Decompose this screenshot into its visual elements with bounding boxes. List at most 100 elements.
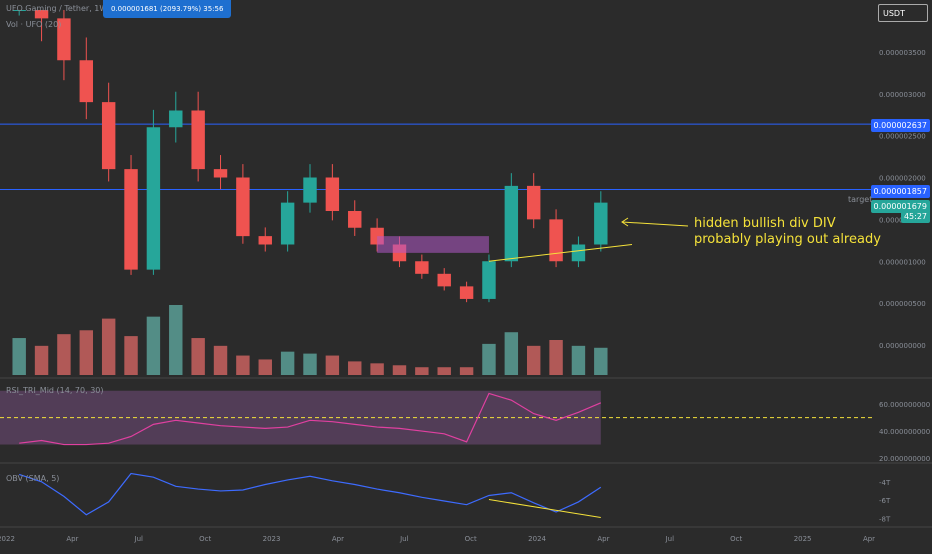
candle-body: [79, 60, 94, 103]
volume-bar: [213, 345, 228, 375]
symbol-title: UFO Gaming / Tether, 1W, KUCOIN: [6, 4, 144, 13]
volume-bar: [236, 355, 250, 375]
volume-bar: [370, 363, 384, 375]
x-axis-label: 2023: [263, 535, 281, 543]
volume-bar: [482, 343, 496, 375]
rsi-legend: RSI_TRI_Mid (14, 70, 30): [6, 386, 104, 395]
rsi-tick-label: 60.000000000: [879, 401, 930, 409]
candle-body: [549, 219, 563, 262]
candle-body: [191, 110, 205, 170]
annotation-arrow: [621, 221, 689, 227]
volume-bar: [34, 345, 49, 375]
x-axis-label: Oct: [465, 535, 477, 543]
price-axis-area: [873, 0, 932, 550]
price-tick-label: 0.000002000: [879, 175, 926, 183]
x-axis-label: Apr: [597, 535, 609, 543]
candle-body: [258, 236, 272, 245]
obv-divergence-line: [488, 499, 601, 518]
candle-body: [101, 102, 116, 170]
obv-line: [18, 472, 602, 516]
obv-legend: OBV (SMA, 5): [6, 474, 60, 483]
annotation-line-1: hidden bullish div DIV: [694, 216, 836, 231]
x-axis-label: Jul: [399, 535, 409, 543]
price-tick-label: 0.000002500: [879, 133, 926, 141]
candle-body: [213, 169, 228, 178]
x-axis-label: Jul: [134, 535, 144, 543]
candle-body: [594, 202, 608, 245]
volume-bar: [437, 367, 451, 375]
price-tick-label: 0.000001000: [879, 258, 926, 266]
volume-bar: [303, 353, 317, 375]
volume-bar: [12, 338, 26, 375]
x-axis-label: 2024: [528, 535, 546, 543]
candle-body: [526, 185, 541, 220]
volume-bar: [392, 365, 407, 375]
countdown-tag: 45:27: [900, 210, 930, 223]
x-axis-label: Apr: [332, 535, 344, 543]
obv-tick-label: -8T: [879, 515, 891, 523]
rsi-tick-label: 20.000000000: [879, 455, 930, 463]
candle-body: [348, 211, 362, 228]
volume-bar: [124, 336, 138, 375]
candle-body: [34, 10, 49, 19]
x-axis-label: 2022: [0, 535, 15, 543]
candle-body: [124, 169, 138, 270]
candle-body: [236, 177, 250, 237]
annotation-line-2: probably playing out already: [694, 232, 881, 247]
candle-body: [280, 202, 295, 245]
candle-body: [415, 261, 429, 274]
volume-bar: [415, 367, 429, 375]
resistance-upper-tag: 0.000002637: [870, 119, 930, 132]
x-axis-label: Jul: [665, 535, 675, 543]
volume-bar: [191, 338, 205, 375]
current-price-tag: 0.000001679: [870, 200, 930, 213]
candle-body: [325, 177, 340, 211]
target-label: target: [848, 195, 873, 204]
x-axis-label: Apr: [66, 535, 78, 543]
volume-bar: [348, 361, 362, 375]
obv-tick-label: -6T: [879, 497, 891, 505]
volume-bar: [526, 345, 541, 375]
rsi-band: [0, 390, 601, 445]
annotation-arrowhead: [621, 217, 629, 227]
support-trendline: [488, 244, 633, 262]
volume-bar: [169, 305, 183, 375]
currency-button[interactable]: USDT: [878, 4, 928, 22]
volume-bar: [549, 340, 563, 375]
candle-body: [504, 185, 519, 262]
x-axis-label: Apr: [863, 535, 875, 543]
x-axis-label: 2025: [794, 535, 812, 543]
volume-bar: [57, 334, 71, 375]
volume-bar: [594, 347, 608, 375]
candle-body: [437, 273, 451, 287]
volume-bar: [258, 359, 272, 375]
volume-bar: [280, 351, 295, 375]
idea-annotation: hidden bullish div DIV probably playing …: [694, 216, 881, 248]
volume-bar: [146, 316, 161, 375]
volume-bar: [504, 332, 519, 375]
candle-body: [303, 177, 317, 203]
price-tick-label: 0.000000000: [879, 342, 926, 350]
x-axis-label: Oct: [199, 535, 211, 543]
volume-bar: [459, 367, 474, 375]
price-tick-label: 0.000003500: [879, 49, 926, 57]
candle-body: [459, 286, 474, 299]
price-tick-label: 0.000000500: [879, 300, 926, 308]
obv-tick-label: -4T: [879, 479, 891, 487]
candle-body: [146, 127, 161, 270]
accumulation-box: [377, 236, 489, 253]
volume-legend: Vol · UFO (20): [6, 20, 62, 29]
volume-bar: [325, 355, 340, 375]
candle-body: [169, 110, 183, 128]
x-axis-label: Oct: [730, 535, 742, 543]
candle-body: [482, 261, 496, 299]
volume-bar: [571, 345, 586, 375]
candle-body: [57, 18, 71, 61]
resistance-lower-tag: 0.000001857: [870, 185, 930, 198]
rsi-tick-label: 40.000000000: [879, 428, 930, 436]
candle-body: [12, 10, 26, 11]
volume-bar: [101, 318, 116, 375]
crosshair-tooltip: 0.000001681 (2093.79%) 35:56: [103, 0, 232, 18]
